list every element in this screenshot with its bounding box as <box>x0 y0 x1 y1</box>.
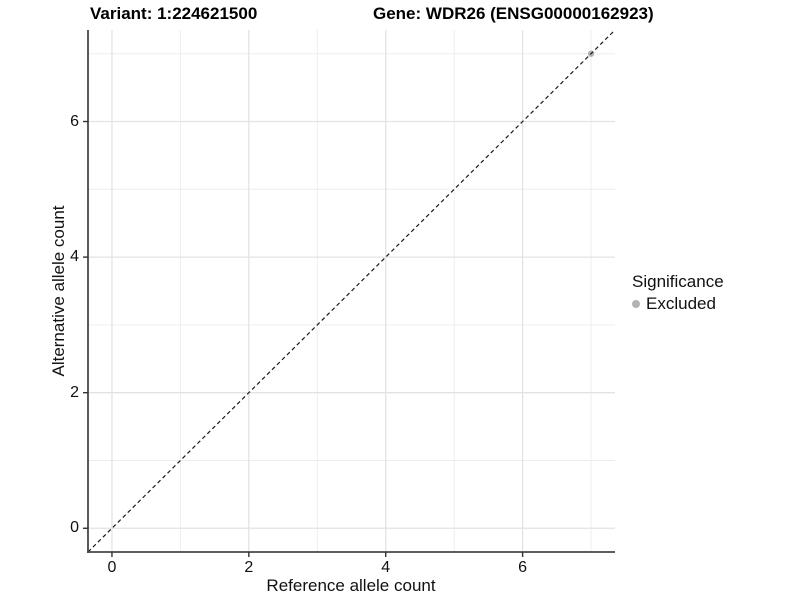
x-axis-title: Reference allele count <box>266 576 436 595</box>
legend: Significance Excluded <box>630 272 724 314</box>
x-tick-label: 2 <box>244 559 254 576</box>
y-tick-label: 2 <box>70 383 79 401</box>
plot-title-gene: Gene: WDR26 (ENSG00000162923) <box>373 4 654 23</box>
legend-item-excluded: Excluded <box>630 294 724 314</box>
identity-line <box>87 29 616 553</box>
x-tick-label: 0 <box>107 559 117 576</box>
legend-item-label: Excluded <box>646 294 716 313</box>
legend-title: Significance <box>632 272 724 291</box>
y-axis-title: Alternative allele count <box>49 205 68 377</box>
x-tick-label: 6 <box>518 559 528 576</box>
x-tick-label: 4 <box>381 559 391 576</box>
plot-title-variant: Variant: 1:224621500 <box>90 4 258 23</box>
y-tick-label: 4 <box>70 248 79 266</box>
y-tick-label: 6 <box>70 112 79 130</box>
legend-point-icon <box>632 300 640 308</box>
y-tick-label: 0 <box>70 519 79 537</box>
